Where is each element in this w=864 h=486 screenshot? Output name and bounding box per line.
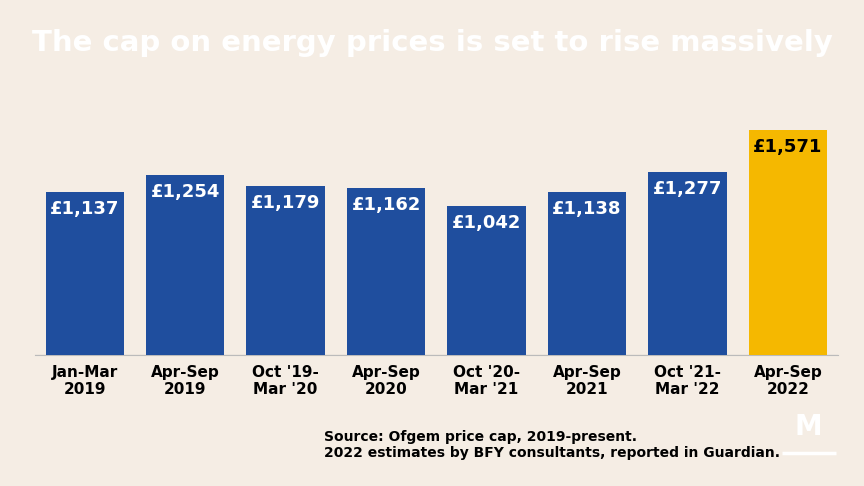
- Bar: [246, 186, 325, 355]
- Bar: [648, 172, 727, 355]
- Text: £1,277: £1,277: [652, 180, 722, 198]
- Bar: [46, 192, 124, 355]
- Text: £1,138: £1,138: [552, 200, 622, 218]
- Bar: [749, 130, 827, 355]
- Text: £1,162: £1,162: [352, 196, 421, 214]
- Text: £1,042: £1,042: [452, 213, 521, 231]
- Bar: [347, 189, 425, 355]
- Text: Source: Ofgem price cap, 2019-present.
2022 estimates by BFY consultants, report: Source: Ofgem price cap, 2019-present. 2…: [324, 430, 780, 460]
- Bar: [146, 175, 225, 355]
- Bar: [448, 206, 525, 355]
- Text: £1,137: £1,137: [50, 200, 119, 218]
- Text: £1,571: £1,571: [753, 138, 823, 156]
- Text: £1,254: £1,254: [150, 183, 220, 201]
- Text: M: M: [795, 414, 823, 441]
- Bar: [548, 192, 626, 355]
- Text: The cap on energy prices is set to rise massively: The cap on energy prices is set to rise …: [32, 29, 832, 56]
- Text: £1,179: £1,179: [251, 194, 321, 212]
